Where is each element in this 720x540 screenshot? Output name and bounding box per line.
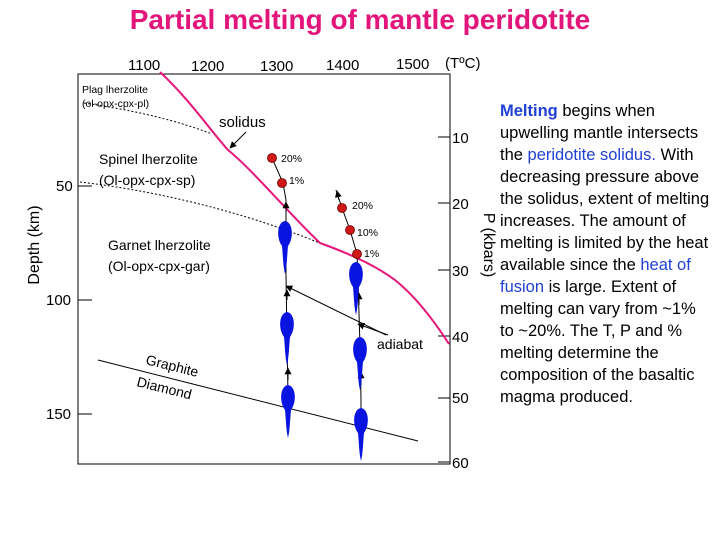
solidus-label: solidus: [219, 114, 266, 131]
melt-label-right-20pct: 20%: [352, 200, 373, 212]
adiabat-left: 20% 1%: [267, 153, 304, 438]
top-axis-unit: (TºC): [445, 55, 480, 72]
keyword-melting: Melting: [500, 102, 558, 120]
magma-blob-left-2: [280, 312, 294, 365]
magma-blob-left-1: [278, 221, 292, 274]
magma-blob-right-2: [353, 337, 367, 390]
left-tick-150: 150: [46, 406, 71, 423]
melt-point-left-1pct: [277, 178, 287, 188]
left-axis: 50 100 150 Depth (km): [26, 178, 92, 423]
top-tick-1400: 1400: [326, 57, 359, 74]
keyword-peridotite-solidus: peridotite solidus.: [527, 146, 656, 164]
left-tick-100: 100: [46, 292, 71, 309]
right-tick-30: 30: [452, 263, 469, 280]
top-tick-1200: 1200: [191, 58, 224, 75]
garnet-lherzolite-label: Garnet lherzolite: [108, 237, 211, 253]
adiabat-right: 20% 10% 1%: [334, 189, 379, 461]
melt-point-left-20pct: [267, 153, 277, 163]
magma-blob-right-3: [354, 408, 368, 461]
top-tick-1500: 1500: [396, 56, 429, 73]
left-axis-label: Depth (km): [26, 205, 43, 284]
right-tick-50: 50: [452, 390, 469, 407]
adiabat-pointer-left: [285, 285, 387, 336]
melt-label-left-20pct: 20%: [281, 153, 302, 165]
keyword-heat-of-fusion: heat of fusion: [500, 256, 691, 296]
melt-point-right-20pct: [337, 203, 347, 213]
top-tick-1300: 1300: [260, 58, 293, 75]
solidus-curve: [159, 71, 450, 345]
right-axis-label: P (kbars): [480, 213, 497, 278]
magma-blob-left-3: [281, 385, 295, 438]
right-tick-20: 20: [452, 196, 469, 213]
melt-label-left-1pct: 1%: [289, 175, 304, 187]
solidus-pointer: [229, 131, 247, 149]
melt-label-right-1pct: 1%: [364, 248, 379, 260]
slide-title: Partial melting of mantle peridotite: [129, 4, 591, 35]
explanation-part-1: begins when upwelling mantle intersects …: [500, 102, 699, 164]
magma-blob-right-1: [349, 262, 363, 315]
right-tick-60: 60: [452, 455, 469, 472]
right-tick-10: 10: [452, 130, 469, 147]
plag-spinel-boundary: [83, 102, 213, 135]
graphite-diamond-boundary: [97, 359, 419, 442]
explanation-part-3: is large. Extent of melting can vary fro…: [500, 278, 696, 406]
adiabat-label: adiabat: [377, 336, 423, 352]
spinel-lherzolite-mineralogy: (Ol-opx-cpx-sp): [99, 172, 195, 188]
melt-point-right-10pct: [345, 225, 355, 235]
plag-lherzolite-label: Plag lherzolite: [82, 84, 148, 96]
plag-lherzolite-mineralogy: (ol-opx-cpx-pl): [82, 98, 149, 110]
plot-frame: [77, 73, 451, 465]
field-labels: Plag lherzolite (ol-opx-cpx-pl) Spinel l…: [82, 84, 211, 274]
diamond-label: Diamond: [135, 373, 193, 402]
left-tick-50: 50: [56, 178, 73, 195]
graphite-label: Graphite: [144, 351, 200, 380]
adiabat-right-arrow-3: [334, 190, 342, 201]
right-tick-40: 40: [452, 329, 469, 346]
top-tick-1100: 1100: [128, 57, 160, 74]
right-axis: 10 20 30 40 50 60 P (kbars): [438, 130, 497, 472]
melting-explanation: Melting begins when upwelling mantle int…: [500, 100, 714, 408]
garnet-lherzolite-mineralogy: (Ol-opx-cpx-gar): [108, 258, 210, 274]
explanation-part-2: With decreasing pressure above the solid…: [500, 146, 710, 274]
melt-point-right-1pct: [352, 249, 362, 259]
top-axis: 1100 1200 1300 1400 1500 (TºC): [128, 55, 480, 75]
adiabat-pointer-right: [357, 322, 389, 336]
melt-label-right-10pct: 10%: [357, 227, 378, 239]
spinel-lherzolite-label: Spinel lherzolite: [99, 151, 198, 167]
